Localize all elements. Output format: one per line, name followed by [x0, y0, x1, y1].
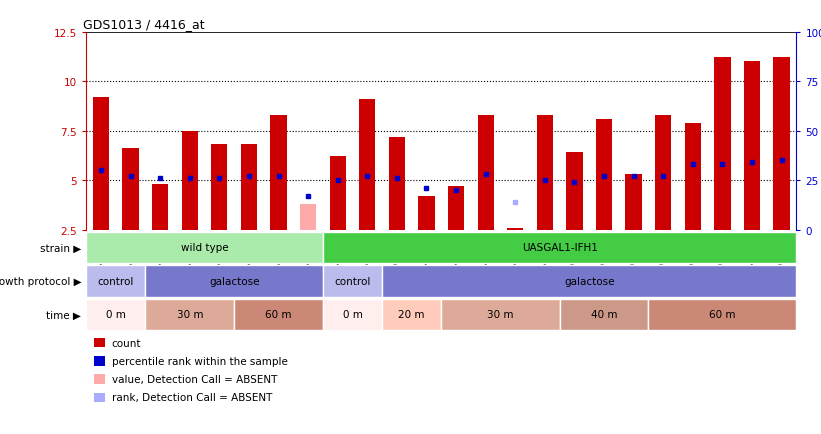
Bar — [655, 115, 672, 230]
Bar — [323, 299, 382, 330]
Bar — [507, 228, 524, 230]
Bar — [685, 123, 701, 230]
Bar — [566, 153, 583, 230]
Text: control: control — [334, 276, 371, 286]
Bar — [323, 266, 382, 297]
Text: 40 m: 40 m — [591, 310, 617, 319]
Bar — [714, 58, 731, 230]
Bar — [270, 115, 287, 230]
Bar — [329, 157, 346, 230]
Bar — [773, 58, 790, 230]
Bar — [537, 115, 553, 230]
Text: 0 m: 0 m — [342, 310, 362, 319]
Text: galactose: galactose — [564, 276, 614, 286]
Text: 60 m: 60 m — [265, 310, 291, 319]
Bar — [389, 137, 405, 230]
Text: percentile rank within the sample: percentile rank within the sample — [112, 356, 287, 366]
Text: 0 m: 0 m — [106, 310, 126, 319]
Bar — [323, 232, 796, 263]
Text: value, Detection Call = ABSENT: value, Detection Call = ABSENT — [112, 375, 277, 384]
Text: growth protocol ▶: growth protocol ▶ — [0, 276, 81, 286]
Text: time ▶: time ▶ — [47, 310, 81, 319]
Bar — [93, 98, 109, 230]
Bar — [234, 299, 323, 330]
Bar — [626, 175, 642, 230]
Text: GDS1013 / 4416_at: GDS1013 / 4416_at — [83, 18, 204, 31]
Bar — [478, 115, 493, 230]
Bar — [442, 299, 560, 330]
Bar — [382, 299, 442, 330]
Bar — [152, 184, 168, 230]
Text: galactose: galactose — [209, 276, 259, 286]
Bar — [448, 187, 464, 230]
Text: 60 m: 60 m — [709, 310, 736, 319]
Text: 30 m: 30 m — [177, 310, 203, 319]
Text: count: count — [112, 338, 141, 348]
Text: control: control — [98, 276, 134, 286]
Bar — [419, 197, 434, 230]
Bar — [241, 145, 257, 230]
Bar — [649, 299, 796, 330]
Bar — [122, 149, 139, 230]
Text: 30 m: 30 m — [487, 310, 514, 319]
Bar — [382, 266, 796, 297]
Bar — [145, 299, 234, 330]
Text: rank, Detection Call = ABSENT: rank, Detection Call = ABSENT — [112, 393, 272, 402]
Text: UASGAL1-IFH1: UASGAL1-IFH1 — [521, 243, 598, 253]
Bar — [181, 131, 198, 230]
Bar — [86, 266, 145, 297]
Bar — [359, 100, 375, 230]
Bar — [596, 119, 612, 230]
Bar — [145, 266, 323, 297]
Text: wild type: wild type — [181, 243, 228, 253]
Bar — [86, 232, 323, 263]
Bar — [86, 299, 145, 330]
Text: strain ▶: strain ▶ — [40, 243, 81, 253]
Text: 20 m: 20 m — [398, 310, 425, 319]
Bar — [211, 145, 227, 230]
Bar — [560, 299, 649, 330]
Bar — [300, 204, 316, 230]
Bar — [744, 62, 760, 230]
